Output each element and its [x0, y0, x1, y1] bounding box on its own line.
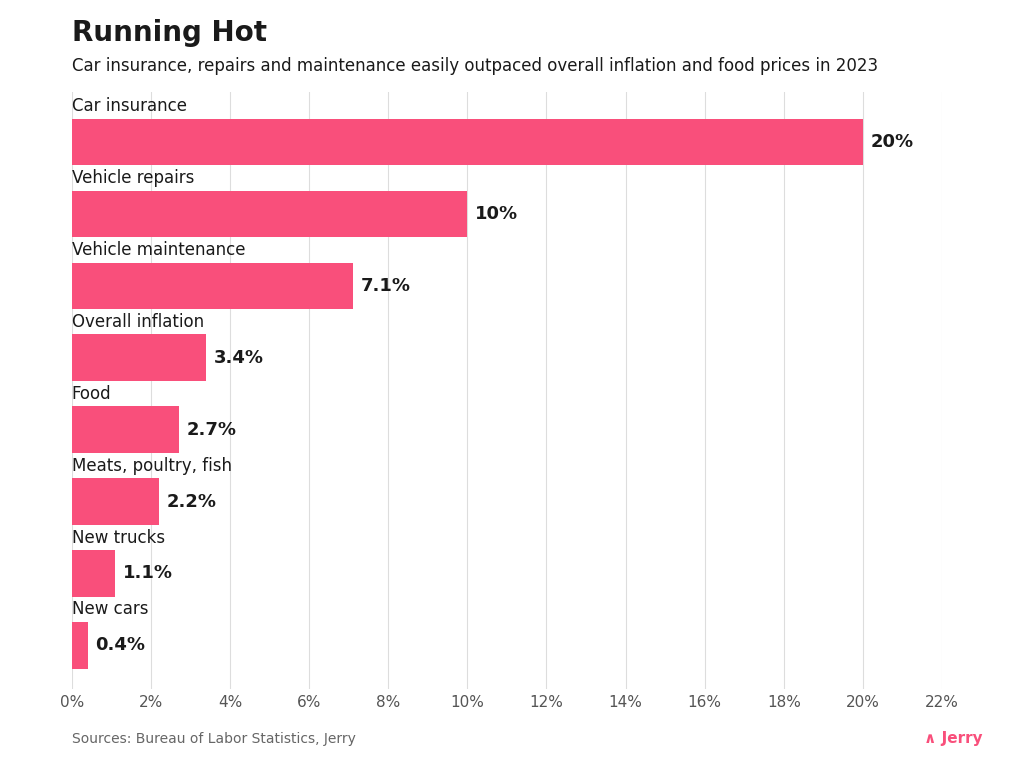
Text: Car insurance, repairs and maintenance easily outpaced overall inflation and foo: Car insurance, repairs and maintenance e… — [72, 57, 878, 76]
Bar — [72, 119, 863, 165]
Text: 7.1%: 7.1% — [360, 277, 411, 295]
Text: 0.4%: 0.4% — [95, 636, 145, 654]
Text: 10%: 10% — [475, 205, 518, 223]
Text: New cars: New cars — [72, 601, 148, 618]
Text: Sources: Bureau of Labor Statistics, Jerry: Sources: Bureau of Labor Statistics, Jer… — [72, 732, 355, 746]
Bar — [72, 334, 206, 381]
Text: Vehicle maintenance: Vehicle maintenance — [72, 241, 245, 259]
Text: Running Hot: Running Hot — [72, 19, 266, 47]
Text: 2.7%: 2.7% — [186, 421, 237, 438]
Text: ∧ Jerry: ∧ Jerry — [925, 731, 983, 746]
Bar — [72, 622, 87, 669]
Text: 2.2%: 2.2% — [167, 493, 217, 510]
Bar — [72, 406, 178, 453]
Text: Car insurance: Car insurance — [72, 97, 186, 116]
Text: 1.1%: 1.1% — [123, 565, 173, 582]
Bar — [72, 190, 467, 237]
Bar — [72, 262, 352, 309]
Text: Vehicle repairs: Vehicle repairs — [72, 169, 195, 187]
Text: 20%: 20% — [870, 133, 914, 151]
Bar — [72, 478, 159, 525]
Text: 3.4%: 3.4% — [214, 349, 264, 366]
Text: Food: Food — [72, 385, 112, 402]
Bar — [72, 550, 116, 597]
Text: New trucks: New trucks — [72, 529, 165, 546]
Text: Meats, poultry, fish: Meats, poultry, fish — [72, 457, 231, 474]
Text: Overall inflation: Overall inflation — [72, 313, 204, 330]
